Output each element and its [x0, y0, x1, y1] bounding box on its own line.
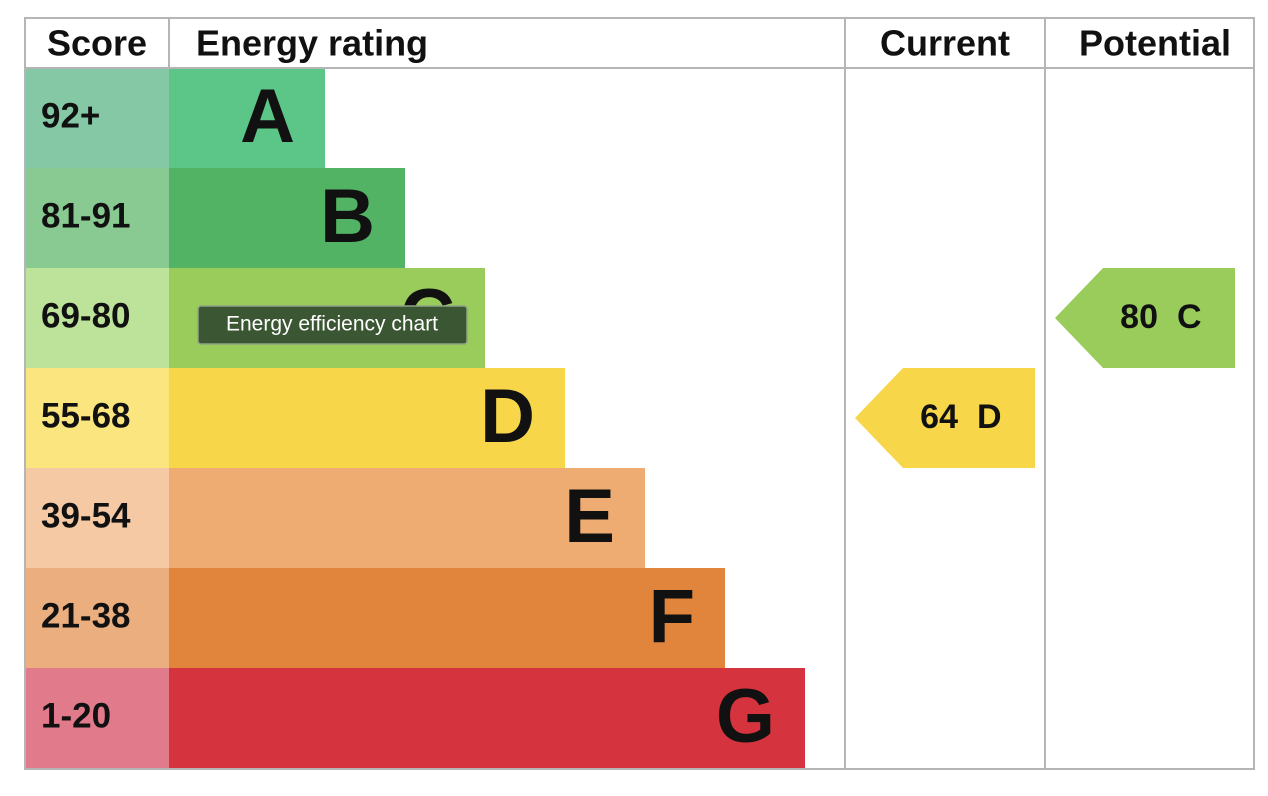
score-band: 21-38	[41, 596, 131, 635]
rating-letter: D	[480, 374, 535, 459]
tooltip-text: Energy efficiency chart	[226, 313, 438, 336]
current-rating-arrow: 64 D	[855, 368, 1035, 468]
arrow-rating: C	[1177, 298, 1202, 336]
score-cell	[25, 468, 169, 568]
rating-bar	[169, 468, 645, 568]
score-band: 92+	[41, 96, 100, 135]
rating-letter: A	[240, 74, 295, 159]
rating-bar	[169, 668, 805, 768]
score-cell	[25, 268, 169, 368]
rating-letter: B	[320, 174, 375, 259]
rating-bar	[169, 568, 725, 668]
header-potential: Potential	[1079, 23, 1231, 64]
score-band: 39-54	[41, 496, 131, 535]
rating-bar	[169, 168, 405, 268]
tooltip: Energy efficiency chart	[197, 305, 468, 345]
score-band: 81-91	[41, 196, 131, 235]
arrow-shape	[1055, 268, 1235, 368]
rating-letter: E	[564, 474, 615, 559]
score-cell	[25, 568, 169, 668]
header-current: Current	[880, 23, 1010, 64]
rating-bar	[169, 368, 565, 468]
table: 92+ A 81-91 B 69-80 C 55-68 D 39-54 E 21-38 F 1-20 G S…	[24, 17, 1255, 770]
arrow-rating: D	[977, 398, 1002, 436]
arrow-score: 64	[920, 398, 958, 436]
score-cell	[25, 668, 169, 768]
rating-bar	[169, 68, 325, 168]
tooltip-box	[197, 305, 468, 345]
arrow-score: 80	[1120, 298, 1158, 336]
table-border	[24, 17, 1255, 770]
score-band: 1-20	[41, 696, 111, 735]
rating-letter: G	[716, 674, 775, 759]
score-cell	[25, 68, 169, 168]
rating-letter: F	[649, 574, 695, 659]
header-energy-rating: Energy rating	[196, 23, 428, 64]
potential-rating-arrow: 80 C	[1055, 268, 1235, 368]
header-score: Score	[47, 23, 147, 64]
score-band: 69-80	[41, 296, 131, 335]
score-band: 55-68	[41, 396, 131, 435]
arrow-shape	[855, 368, 1035, 468]
score-cell	[25, 368, 169, 468]
score-cell	[25, 168, 169, 268]
